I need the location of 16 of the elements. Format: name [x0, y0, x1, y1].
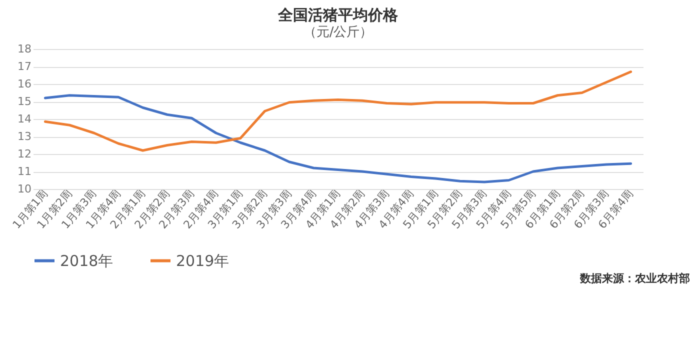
y-tick-label: 10 [18, 182, 32, 196]
y-tick-label: 12 [18, 148, 32, 160]
source-note: 数据来源：农业农村部 [578, 271, 690, 286]
y-tick-label: 17 [18, 60, 32, 73]
legend-label: 2019年 [176, 252, 230, 270]
line-series [44, 94, 632, 184]
y-tick-label: 11 [18, 165, 32, 178]
y-tick-label: 15 [18, 95, 32, 108]
chart-title: 全国活猪平均价格 [277, 6, 399, 24]
y-tick-label: 16 [18, 78, 32, 90]
y-tick-label: 13 [18, 130, 32, 143]
chart-subtitle: （元/公斤） [303, 25, 373, 40]
y-tick-label: 18 [18, 42, 32, 56]
y-tick-label: 14 [18, 112, 32, 126]
legend-label: 2018年 [60, 252, 114, 270]
line-series [44, 70, 632, 152]
